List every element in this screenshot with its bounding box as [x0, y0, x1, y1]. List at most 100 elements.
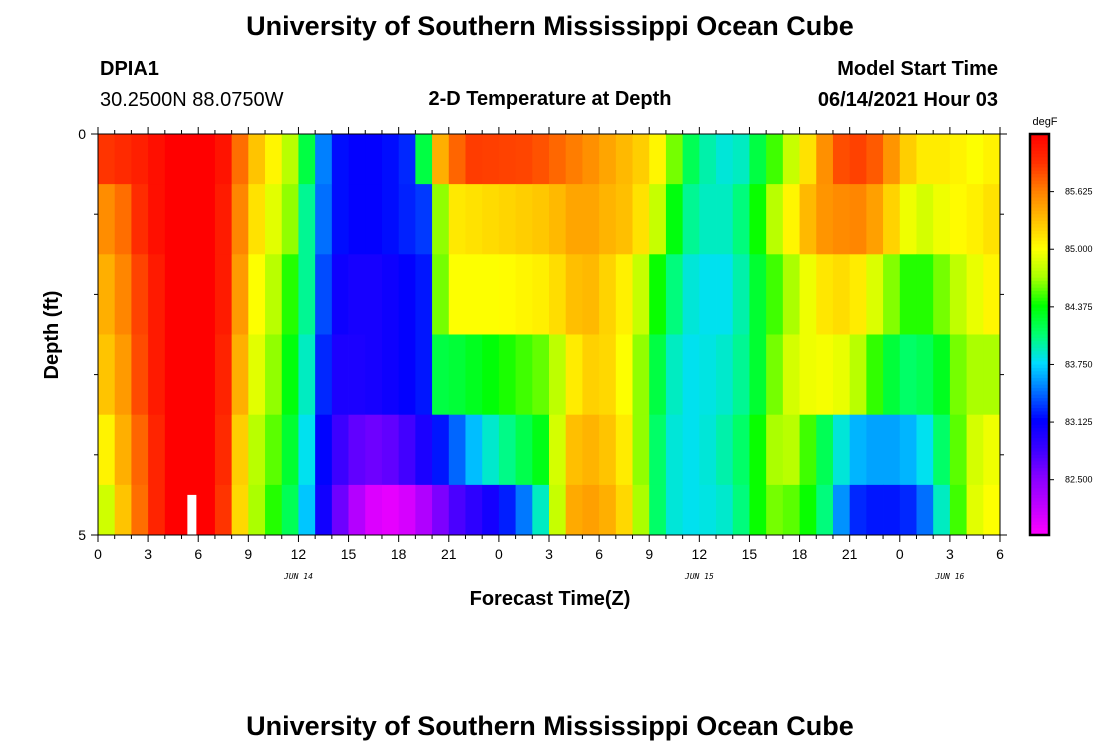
colorbar-swatch: [1030, 491, 1049, 496]
heatmap-cell: [148, 184, 166, 255]
heatmap-cell: [565, 414, 583, 486]
colorbar-swatch: [1030, 514, 1049, 519]
x-tick-label: 6: [194, 546, 202, 562]
heatmap-cell: [899, 254, 917, 335]
colorbar-swatch: [1030, 518, 1049, 523]
heatmap-cell: [381, 134, 400, 185]
colorbar-swatch: [1030, 154, 1049, 158]
heatmap-cell: [181, 254, 199, 335]
heatmap-cell: [716, 254, 734, 335]
heatmap-cell: [899, 134, 917, 185]
heatmap-cell: [98, 184, 116, 255]
colorbar-swatch: [1030, 504, 1049, 509]
colorbar-swatch: [1030, 314, 1049, 319]
heatmap-cell: [883, 334, 901, 416]
heatmap-cell: [398, 134, 416, 185]
heatmap-cell: [883, 414, 901, 486]
colorbar: 85.625 85.000 84.375 83.750 83.125 82.500: [1028, 132, 1093, 537]
heatmap-cell: [599, 334, 617, 416]
colorbar-swatch: [1030, 484, 1049, 489]
heatmap-cell: [415, 484, 433, 536]
heatmap-cell: [749, 134, 767, 185]
heatmap-cell: [615, 334, 633, 416]
footer-title: University of Southern Mississippi Ocean…: [246, 711, 854, 741]
colorbar-label: 85.000: [1065, 244, 1093, 254]
colorbar-swatch: [1030, 281, 1049, 285]
heatmap-cell: [298, 484, 316, 536]
heatmap-cell: [549, 414, 567, 486]
x-tick-label: 6: [996, 546, 1004, 562]
heatmap-cell: [482, 334, 500, 416]
heatmap-cell: [148, 334, 166, 416]
heatmap-cell: [732, 334, 750, 416]
heatmap-cell: [98, 414, 116, 486]
heatmap-cell: [782, 484, 800, 536]
colorbar-swatch: [1030, 458, 1049, 462]
colorbar-swatch: [1030, 301, 1049, 305]
heatmap-cell: [832, 134, 851, 185]
heatmap-cell: [164, 334, 182, 416]
heatmap-cell: [465, 254, 483, 335]
heatmap-cell: [699, 414, 717, 486]
x-tick-label: 21: [441, 546, 457, 562]
heatmap-cell: [649, 184, 667, 255]
colorbar-swatch: [1030, 434, 1049, 439]
heatmap-cell: [315, 484, 333, 536]
heatmap-cell: [983, 254, 1001, 335]
heatmap-cell: [482, 414, 500, 486]
heatmap-cell: [732, 414, 750, 486]
colorbar-swatch: [1030, 291, 1049, 295]
heatmap-cell: [214, 184, 233, 255]
x-tick-label: 9: [244, 546, 252, 562]
colorbar-swatch: [1030, 511, 1049, 516]
heatmap-cell: [281, 334, 299, 416]
heatmap-cell: [448, 254, 466, 335]
heatmap-cell: [348, 334, 366, 416]
heatmap-cell: [682, 414, 700, 486]
heatmap-cell: [148, 414, 166, 486]
heatmap-cell: [632, 484, 650, 536]
colorbar-swatch: [1030, 140, 1049, 145]
heatmap-cell: [198, 484, 216, 536]
colorbar-swatch: [1030, 287, 1049, 292]
colorbar-swatch: [1030, 180, 1049, 185]
colorbar-swatch: [1030, 307, 1049, 312]
heatmap-cell: [214, 414, 233, 486]
heatmap-cell: [114, 334, 132, 416]
heatmap-cell: [415, 184, 433, 255]
heatmap-cell: [582, 254, 600, 335]
heatmap-cell: [732, 134, 750, 185]
heatmap-cell: [766, 484, 784, 536]
colorbar-swatch: [1030, 351, 1049, 356]
colorbar-swatch: [1030, 170, 1049, 175]
heatmap-cell: [315, 184, 333, 255]
heatmap-cell: [131, 484, 149, 536]
heatmap-cell: [665, 484, 684, 536]
colorbar-swatch: [1030, 311, 1049, 315]
heatmap-cell: [231, 414, 249, 486]
heatmap-cell: [181, 414, 199, 486]
heatmap-cell: [682, 254, 700, 335]
heatmap-cell: [498, 184, 516, 255]
date-label: JUN 16: [934, 572, 964, 581]
heatmap-cell: [832, 254, 851, 335]
heatmap-cell: [615, 184, 633, 255]
colorbar-swatch: [1030, 464, 1049, 469]
colorbar-swatch: [1030, 327, 1049, 332]
heatmap-cell: [365, 254, 383, 335]
colorbar-swatch: [1030, 361, 1049, 366]
heatmap-cell: [432, 134, 450, 185]
colorbar-swatch: [1030, 331, 1049, 335]
colorbar-swatch: [1030, 200, 1049, 205]
heatmap-cell: [498, 134, 516, 185]
heatmap-cell: [983, 134, 1001, 185]
colorbar-swatch: [1030, 224, 1049, 229]
colorbar-swatch: [1030, 488, 1049, 493]
colorbar-swatch: [1030, 347, 1049, 352]
heatmap-cell: [632, 134, 650, 185]
heatmap-cell: [181, 184, 199, 255]
heatmap-cell: [766, 134, 784, 185]
heatmap-cell: [515, 134, 533, 185]
heatmap-cell: [231, 254, 249, 335]
heatmap-cell: [916, 134, 934, 185]
